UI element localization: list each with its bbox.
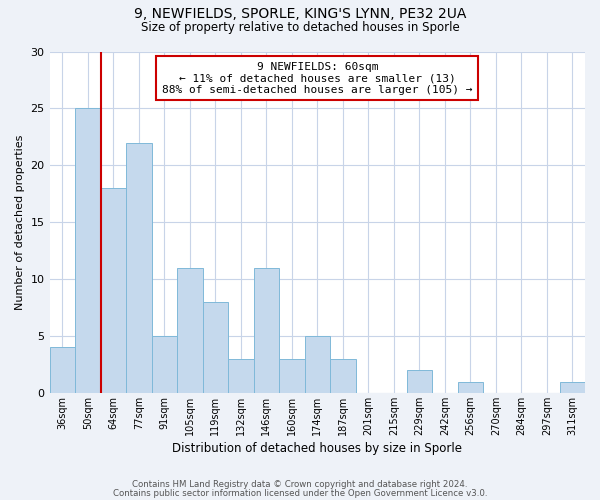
Text: 9 NEWFIELDS: 60sqm
← 11% of detached houses are smaller (13)
88% of semi-detache: 9 NEWFIELDS: 60sqm ← 11% of detached hou… [162, 62, 473, 95]
Bar [560, 382, 585, 393]
Bar [203, 302, 228, 393]
Bar [126, 142, 152, 393]
Bar [407, 370, 432, 393]
Bar [330, 359, 356, 393]
Bar [279, 359, 305, 393]
Text: Contains HM Land Registry data © Crown copyright and database right 2024.: Contains HM Land Registry data © Crown c… [132, 480, 468, 489]
Bar [305, 336, 330, 393]
Bar [101, 188, 126, 393]
X-axis label: Distribution of detached houses by size in Sporle: Distribution of detached houses by size … [172, 442, 462, 455]
Bar [75, 108, 101, 393]
Bar [254, 268, 279, 393]
Bar [228, 359, 254, 393]
Bar [177, 268, 203, 393]
Bar [458, 382, 483, 393]
Bar [50, 348, 75, 393]
Bar [152, 336, 177, 393]
Text: 9, NEWFIELDS, SPORLE, KING'S LYNN, PE32 2UA: 9, NEWFIELDS, SPORLE, KING'S LYNN, PE32 … [134, 8, 466, 22]
Text: Size of property relative to detached houses in Sporle: Size of property relative to detached ho… [140, 21, 460, 34]
Text: Contains public sector information licensed under the Open Government Licence v3: Contains public sector information licen… [113, 488, 487, 498]
Y-axis label: Number of detached properties: Number of detached properties [15, 134, 25, 310]
